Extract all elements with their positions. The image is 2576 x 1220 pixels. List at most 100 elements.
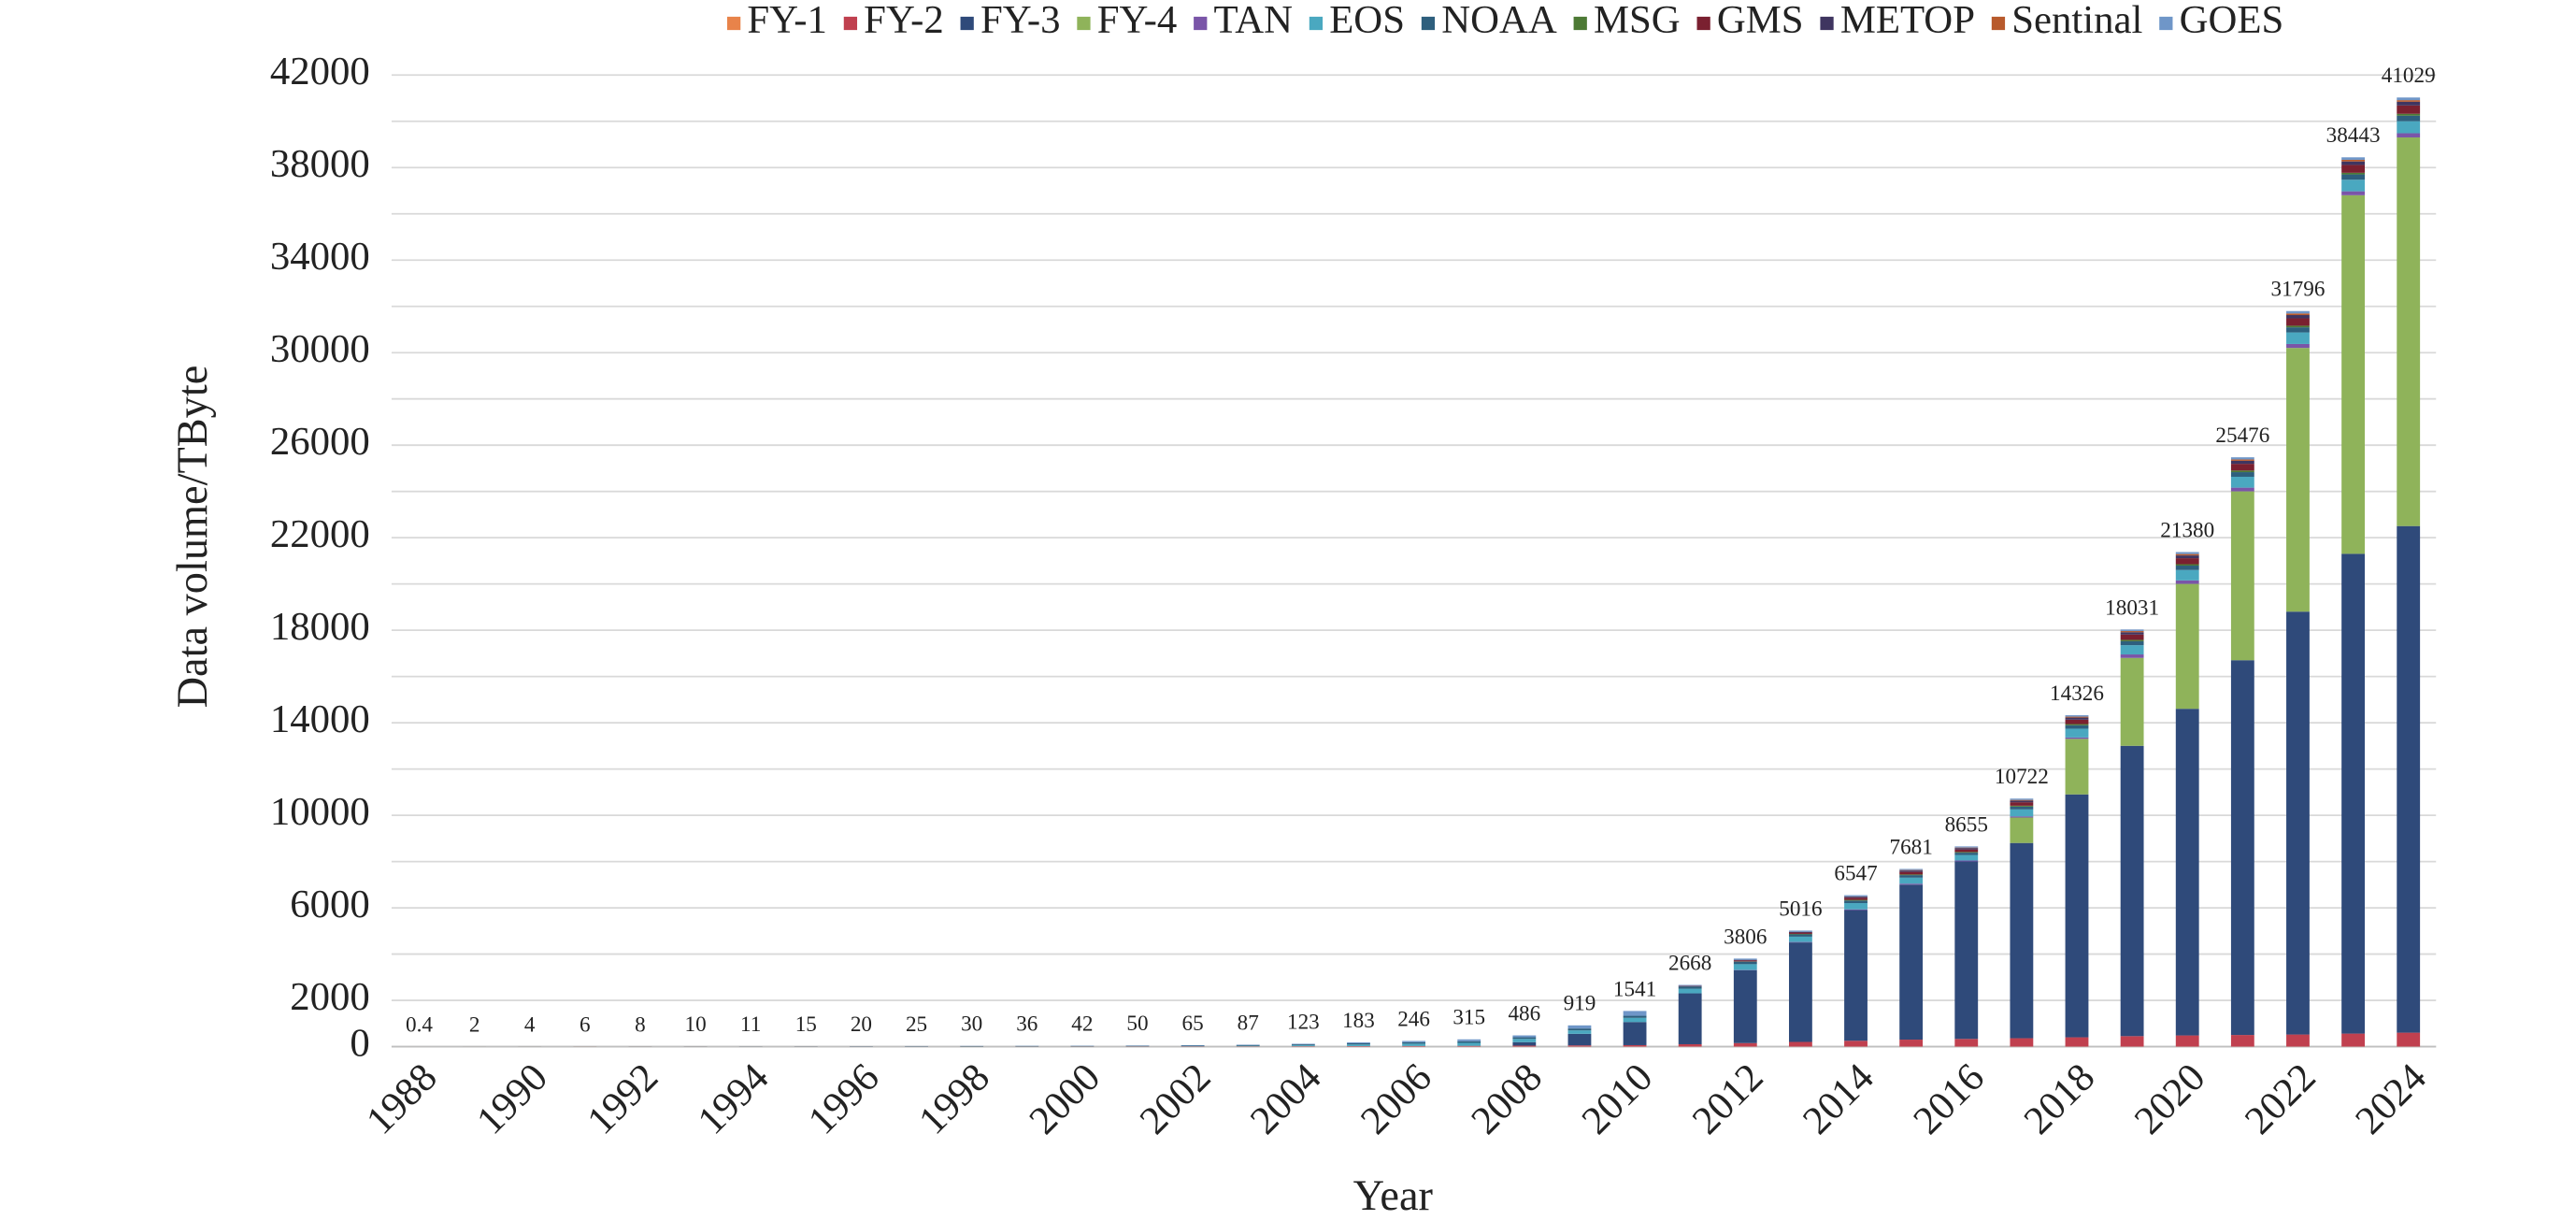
bar-segment bbox=[2341, 165, 2365, 173]
bar-segment bbox=[2230, 472, 2254, 477]
total-label: 2668 bbox=[1668, 951, 1711, 975]
bar-segment bbox=[1844, 903, 1868, 910]
bar-segment bbox=[2230, 459, 2254, 461]
bar-segment bbox=[1347, 1044, 1370, 1046]
y-tick-label: 42000 bbox=[270, 50, 370, 93]
bar-segment bbox=[1733, 960, 1757, 962]
total-label: 3806 bbox=[1724, 925, 1767, 949]
total-label: 246 bbox=[1397, 1007, 1430, 1031]
bar-segment bbox=[2175, 580, 2199, 584]
bar-segment bbox=[1954, 860, 1979, 862]
bar-segment bbox=[1402, 1045, 1426, 1047]
bar-segment bbox=[1844, 897, 1868, 900]
x-tick-label: 1988 bbox=[358, 1055, 446, 1143]
total-label: 50 bbox=[1126, 1012, 1148, 1036]
bar-segment bbox=[1954, 854, 1979, 861]
legend-label: MSG bbox=[1594, 0, 1681, 42]
bar-segment bbox=[1788, 932, 1812, 934]
bar-segment bbox=[2065, 717, 2089, 720]
bar-segment bbox=[1899, 871, 1924, 875]
bar-segment bbox=[2010, 799, 2034, 801]
legend-item: MSG bbox=[1573, 0, 1681, 42]
legend-swatch bbox=[843, 16, 858, 31]
bar-segment bbox=[1733, 961, 1757, 965]
bar-segment bbox=[2397, 97, 2421, 101]
bar-segment bbox=[1347, 1042, 1370, 1045]
bar-segment bbox=[2120, 639, 2144, 641]
bar-segment bbox=[2120, 632, 2144, 635]
y-tick-label: 34000 bbox=[270, 235, 370, 279]
total-label: 10722 bbox=[1995, 765, 2049, 789]
bar-segment bbox=[2175, 709, 2199, 1036]
bar-segment bbox=[1567, 1033, 1592, 1046]
y-tick-label: 30000 bbox=[270, 327, 370, 371]
x-tick-label: 2016 bbox=[1905, 1055, 1993, 1143]
bar-segment bbox=[2010, 816, 2034, 818]
total-label: 6547 bbox=[1834, 861, 1877, 885]
x-tick-label: 2010 bbox=[1574, 1055, 1662, 1143]
bar-segment bbox=[1125, 1045, 1150, 1047]
bar-segment bbox=[2230, 1035, 2254, 1047]
bar-segment bbox=[1678, 984, 1702, 986]
bar-segment bbox=[1844, 1041, 1868, 1047]
total-label: 315 bbox=[1453, 1006, 1485, 1030]
bar-segment bbox=[2286, 1034, 2310, 1047]
total-label: 919 bbox=[1564, 992, 1596, 1016]
bar-segment bbox=[2286, 313, 2310, 316]
bar-segment bbox=[2010, 798, 2034, 800]
x-tick-label: 2002 bbox=[1132, 1055, 1220, 1143]
bar-segment bbox=[2230, 660, 2254, 1036]
bar-segment bbox=[2341, 161, 2365, 165]
bar-segment bbox=[1623, 1017, 1647, 1023]
total-label: 41029 bbox=[2382, 64, 2436, 88]
bar-segment bbox=[1512, 1037, 1537, 1040]
x-tick-label: 2018 bbox=[2016, 1055, 2104, 1143]
bar-segment bbox=[2341, 159, 2365, 162]
x-tick-label: 2000 bbox=[1021, 1055, 1109, 1143]
legend-swatch bbox=[1696, 16, 1710, 31]
y-tick-label: 26000 bbox=[270, 420, 370, 464]
total-label: 14326 bbox=[2050, 682, 2104, 706]
bar-segment bbox=[2120, 645, 2144, 655]
x-tick-label: 1992 bbox=[580, 1055, 667, 1143]
bar-segment bbox=[2397, 115, 2421, 122]
x-tick-label: 1996 bbox=[800, 1055, 888, 1143]
bar-segment bbox=[2230, 491, 2254, 661]
bar-segment bbox=[2175, 553, 2199, 556]
bar-segment bbox=[2397, 136, 2421, 526]
x-tick-label: 2020 bbox=[2126, 1055, 2214, 1143]
bar-segment bbox=[2397, 121, 2421, 134]
bar-segment bbox=[2341, 194, 2365, 554]
bar-segment bbox=[2341, 191, 2365, 195]
bar-segment bbox=[2397, 525, 2421, 1033]
bar-segment bbox=[2065, 716, 2089, 718]
bar-segment bbox=[1457, 1045, 1481, 1047]
bar-segment bbox=[2175, 552, 2199, 554]
bar-segment bbox=[2230, 460, 2254, 465]
bar-segment bbox=[2010, 800, 2034, 803]
x-tick-label: 2014 bbox=[1795, 1055, 1882, 1143]
bar-segment bbox=[1844, 909, 1868, 911]
legend-swatch bbox=[1573, 16, 1587, 31]
legend-swatch bbox=[1820, 16, 1834, 31]
bar-segment bbox=[2286, 327, 2310, 333]
legend-swatch bbox=[726, 16, 741, 31]
legend-swatch bbox=[1309, 16, 1324, 31]
legend-swatch bbox=[1421, 16, 1436, 31]
bar-segment bbox=[1567, 1025, 1592, 1029]
legend-label: EOS bbox=[1329, 0, 1405, 42]
bar-segment bbox=[1181, 1044, 1205, 1046]
bar-segment bbox=[2286, 325, 2310, 328]
legend-label: FY-2 bbox=[864, 0, 944, 42]
total-label: 21380 bbox=[2160, 518, 2214, 542]
bar-segment bbox=[1788, 936, 1812, 942]
total-label: 30 bbox=[961, 1012, 982, 1037]
total-label: 20 bbox=[851, 1012, 872, 1037]
legend-swatch bbox=[960, 16, 974, 31]
bar-segment bbox=[1512, 1039, 1537, 1042]
bar-segment bbox=[2010, 806, 2034, 810]
total-label: 2 bbox=[469, 1012, 480, 1037]
bar-segment bbox=[1070, 1045, 1095, 1047]
bar-segment bbox=[1899, 868, 1924, 870]
total-label: 8 bbox=[635, 1012, 646, 1037]
